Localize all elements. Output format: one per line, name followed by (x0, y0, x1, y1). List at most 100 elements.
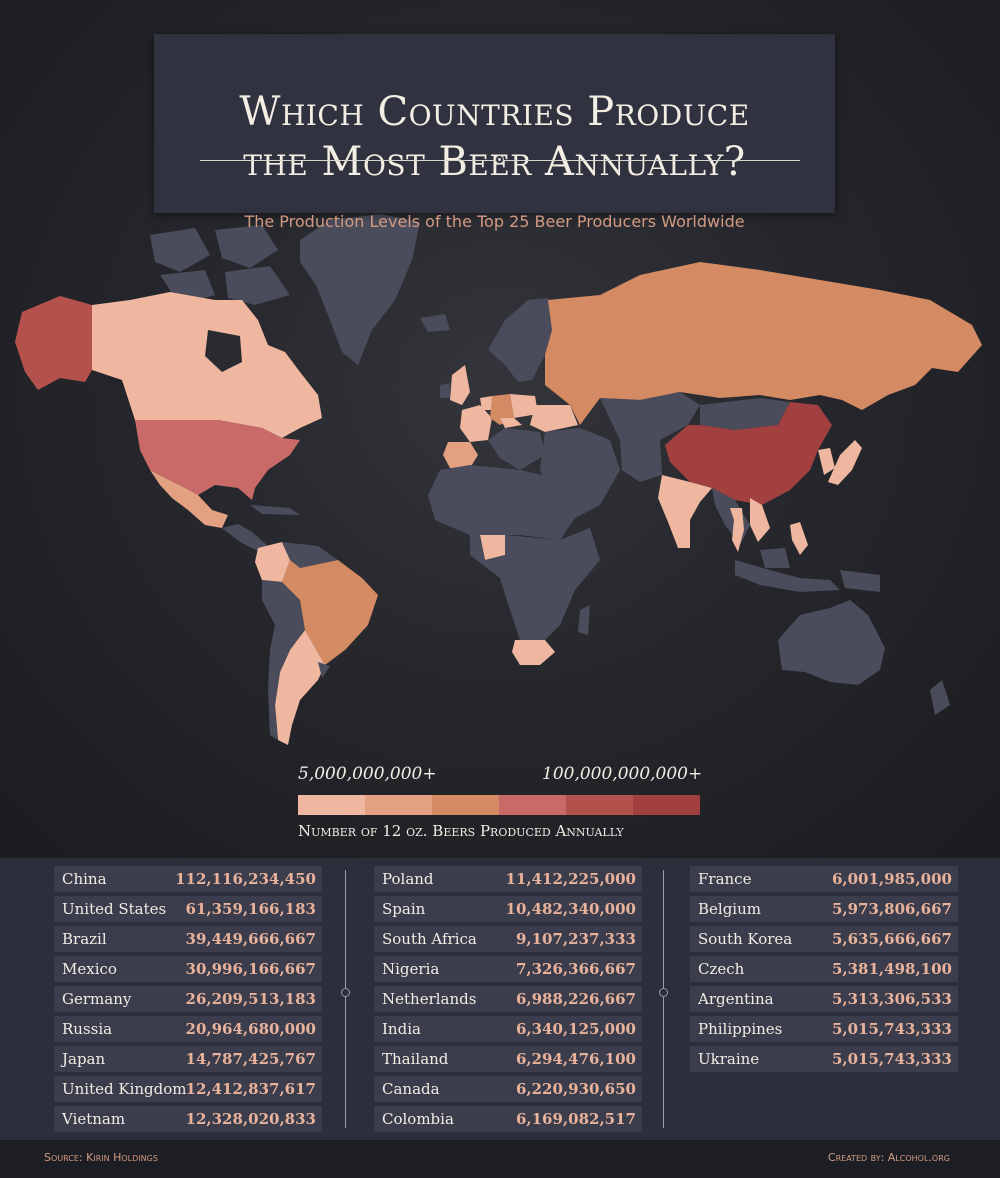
country-name: Poland (382, 870, 434, 888)
table-row: United States 61,359,166,183 (54, 896, 322, 922)
beer-production-value: 6,001,985,000 (831, 870, 952, 888)
beer-production-value: 10,482,340,000 (505, 900, 636, 918)
region-hudson-bay (205, 330, 242, 372)
region-united-states (135, 420, 300, 500)
arctic-islands (150, 225, 290, 305)
region-vietnam (750, 498, 770, 542)
table-row: Argentina 5,313,306,533 (690, 986, 958, 1012)
beer-production-value: 12,328,020,833 (185, 1110, 316, 1128)
footer (0, 1140, 1000, 1178)
table-column-3: France 6,001,985,000 Belgium 5,973,806,667 S… (690, 866, 958, 1076)
country-name: China (62, 870, 107, 888)
table-row: Brazil 39,449,666,667 (54, 926, 322, 952)
legend-swatch (566, 795, 633, 815)
region-france (460, 405, 492, 442)
europe (420, 298, 578, 470)
legend-caption: Number of 12 oz. Beers Produced Annually (298, 822, 624, 840)
country-name: Argentina (698, 990, 774, 1008)
region-germany (490, 394, 514, 425)
legend-min-label: 5,000,000,000+ (298, 764, 437, 784)
region-arctic-islands-2 (215, 225, 278, 268)
country-name: Canada (382, 1080, 440, 1098)
beer-production-value: 26,209,513,183 (185, 990, 316, 1008)
column-divider-ornament (659, 988, 668, 997)
table-row: Ukraine 5,015,743,333 (690, 1046, 958, 1072)
country-name: Brazil (62, 930, 107, 948)
region-nigeria (480, 535, 505, 560)
column-divider-ornament (341, 988, 350, 997)
russia (545, 262, 982, 425)
beer-production-value: 11,412,225,000 (505, 870, 636, 888)
region-netherlands-belgium (480, 396, 494, 410)
region-chile (268, 625, 290, 740)
beer-production-value: 6,169,082,517 (515, 1110, 636, 1128)
table-row: United Kingdom 12,412,837,617 (54, 1076, 322, 1102)
region-russia (545, 262, 982, 425)
region-spain (443, 442, 478, 468)
region-central-africa (470, 528, 600, 640)
region-china (665, 402, 832, 505)
table-column-1: China 112,116,234,450 United States 61,359,… (54, 866, 322, 1136)
region-arctic-islands-1 (150, 228, 210, 272)
beer-production-value: 112,116,234,450 (175, 870, 316, 888)
country-name: Colombia (382, 1110, 454, 1128)
country-name: Czech (698, 960, 745, 978)
table-row: Russia 20,964,680,000 (54, 1016, 322, 1042)
region-japan (828, 440, 862, 485)
country-name: Belgium (698, 900, 761, 918)
region-new-guinea (840, 570, 880, 592)
beer-production-value: 6,340,125,000 (515, 1020, 636, 1038)
oceania (778, 600, 950, 715)
region-united-kingdom (450, 365, 470, 405)
beer-production-value: 9,107,237,333 (515, 930, 636, 948)
region-scandinavia (488, 298, 552, 382)
beer-production-value: 5,015,743,333 (831, 1020, 952, 1038)
table-row: Spain 10,482,340,000 (374, 896, 642, 922)
country-name: India (382, 1020, 421, 1038)
page-subtitle: The Production Levels of the Top 25 Beer… (244, 212, 745, 231)
table-row: Nigeria 7,326,366,667 (374, 956, 642, 982)
beer-production-value: 14,787,425,767 (185, 1050, 316, 1068)
region-poland (510, 394, 538, 418)
legend-swatch (365, 795, 432, 815)
region-korea (818, 448, 835, 475)
region-venezuela-guianas (282, 542, 338, 568)
legend-color-scale (298, 795, 700, 815)
africa (428, 465, 600, 665)
table-row: Czech 5,381,498,100 (690, 956, 958, 982)
source-credit: Source: Kirin Holdings (44, 1151, 158, 1164)
country-name: France (698, 870, 752, 888)
table-row: South Africa 9,107,237,333 (374, 926, 642, 952)
country-name: Netherlands (382, 990, 477, 1008)
country-name: South Korea (698, 930, 793, 948)
north-america (15, 292, 322, 552)
beer-production-value: 7,326,366,667 (515, 960, 636, 978)
title-divider-ornament (495, 155, 504, 164)
region-india (658, 475, 712, 548)
world-map (15, 214, 982, 745)
beer-production-value: 6,294,476,100 (515, 1050, 636, 1068)
country-name: Russia (62, 1020, 113, 1038)
page-title-line-1: Which Countries Produce (239, 89, 750, 135)
region-brazil (282, 560, 378, 665)
beer-production-value: 5,381,498,100 (831, 960, 952, 978)
country-name: United Kingdom (62, 1080, 187, 1098)
table-row: Netherlands 6,988,226,667 (374, 986, 642, 1012)
table-column-2: Poland 11,412,225,000 Spain 10,482,340,000 S… (374, 866, 642, 1136)
table-row: Belgium 5,973,806,667 (690, 896, 958, 922)
table-row: Germany 26,209,513,183 (54, 986, 322, 1012)
title-panel: Which Countries Produce the Most Beer An… (154, 34, 835, 231)
region-iceland (420, 314, 450, 332)
beer-production-value: 6,988,226,667 (515, 990, 636, 1008)
region-mongolia (700, 398, 790, 430)
legend-swatch (499, 795, 566, 815)
region-indonesia-1 (735, 560, 840, 592)
region-caribbean (250, 505, 300, 515)
region-greenland (300, 214, 420, 365)
region-thailand (730, 508, 744, 552)
column-divider (663, 870, 664, 1128)
country-name: Thailand (382, 1050, 449, 1068)
table-row: China 112,116,234,450 (54, 866, 322, 892)
table-row: Colombia 6,169,082,517 (374, 1106, 642, 1132)
asia (540, 392, 880, 592)
